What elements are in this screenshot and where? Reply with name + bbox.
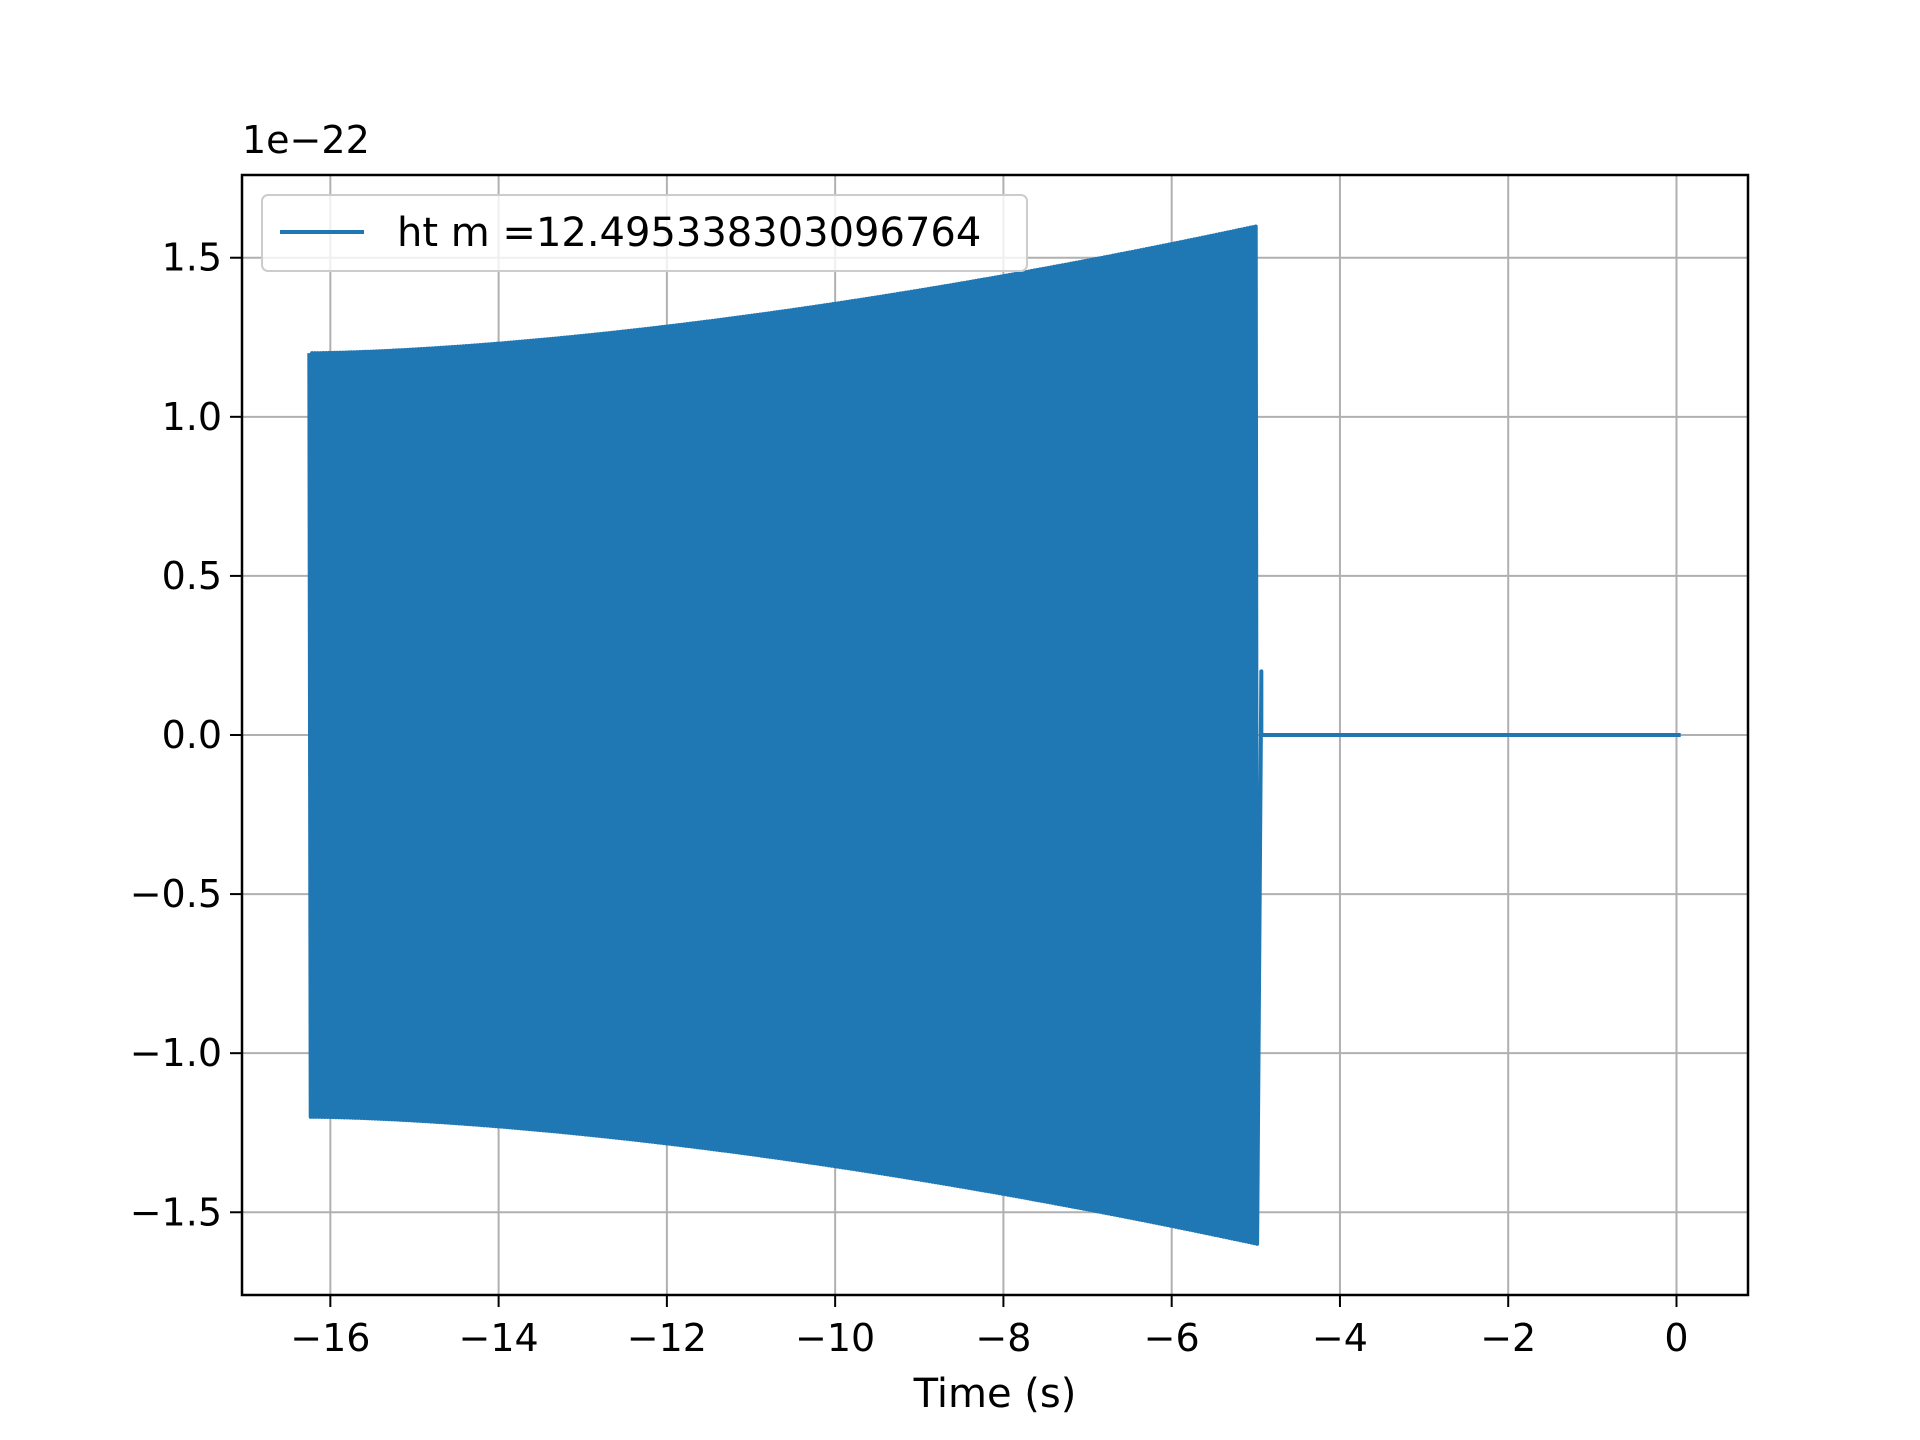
x-tick-label: −4: [1312, 1316, 1368, 1360]
y-tick-label: −1.5: [130, 1190, 222, 1234]
y-tick-label: −0.5: [130, 872, 222, 916]
legend: ht m =12.495338303096764: [261, 194, 1028, 272]
series-layer: [307, 224, 1681, 1246]
x-tick-label: −8: [975, 1316, 1031, 1360]
y-tick-label: 0.5: [162, 554, 222, 598]
x-tick-label: −14: [459, 1316, 539, 1360]
legend-box: [261, 194, 1028, 272]
x-tick-label: −6: [1144, 1316, 1200, 1360]
y-tick-label: −1.0: [130, 1031, 222, 1075]
x-tick-label: −16: [290, 1316, 370, 1360]
x-tick-label: 0: [1664, 1316, 1688, 1360]
y-tick-label: 0.0: [162, 713, 222, 757]
x-axis: −16 −14 −12 −10 −8 −6 −4 −2 0: [290, 1295, 1689, 1360]
x-tick-label: −10: [795, 1316, 875, 1360]
x-tick-label: −2: [1480, 1316, 1536, 1360]
y-scale-label: 1e−22: [242, 118, 370, 162]
y-tick-label: 1.5: [162, 236, 222, 280]
legend-entry-label: ht m =12.495338303096764: [397, 210, 981, 256]
y-tick-label: 1.0: [162, 395, 222, 439]
x-axis-label: Time (s): [913, 1371, 1077, 1417]
series-line: [307, 224, 1681, 1246]
y-axis: −1.5 −1.0 −0.5 0.0 0.5 1.0 1.5: [130, 236, 242, 1234]
x-tick-label: −12: [627, 1316, 707, 1360]
